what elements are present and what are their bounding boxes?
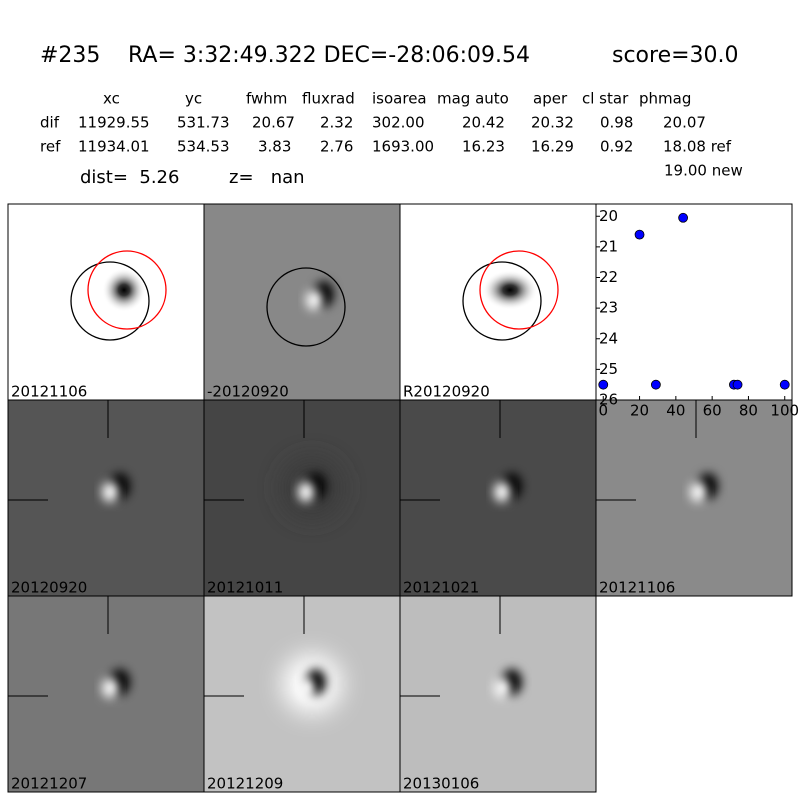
chart: 20 21 22 23 24 25 260 20 40 60 80 100 [595,203,799,420]
panel-label: 20121106 [599,579,675,597]
table-cell: 531.73 [177,114,230,132]
panel-label: 20130106 [403,775,479,793]
table-note: 19.00 new [664,162,743,180]
table-cell: 20.32 [531,114,574,132]
panel-label: 20121011 [207,579,283,597]
y-tick-label: 24 [599,329,618,347]
image-panel: 20121106 [7,203,205,401]
ref-circle [70,261,150,341]
y-tick-label: 23 [599,299,618,317]
x-tick-label: 40 [666,402,685,420]
table-cell: 18.08 ref [663,138,732,156]
table-cell: 1693.00 [372,138,434,156]
column-header: fluxrad [302,90,355,108]
column-header: yc [185,90,202,108]
bright-lobe [102,482,118,502]
dif-circle [87,250,167,330]
x-tick-label: 0 [598,402,608,420]
plot-area [595,203,793,401]
panel-background [204,204,400,400]
point [598,379,609,390]
redshift: z= nan [229,167,305,188]
dif-circle [479,250,559,330]
panel-label: 20121207 [11,775,87,793]
table-cell: 11934.01 [78,138,150,156]
image-panel: 20130106 [399,595,597,793]
image-panel: R20120920 [399,203,597,401]
panel-label: 20120920 [11,579,87,597]
source-blob [102,268,146,312]
ref-circle [462,261,542,341]
panel-label: 20121106 [11,383,87,401]
image-panel: 20121011 [203,399,401,597]
bright-lobe [102,678,118,698]
table-cell: 20.42 [462,114,505,132]
point [650,379,661,390]
bright-lobe [494,678,510,698]
table-cell: 16.23 [462,138,505,156]
column-header: xc [103,90,120,108]
coordinates: RA= 3:32:49.322 DEC=-28:06:09.54 [128,43,530,68]
table-cell: 16.29 [531,138,574,156]
table-cell: 20.67 [252,114,295,132]
score: score=30.0 [612,43,739,68]
table-cell: 11929.55 [78,114,150,132]
column-header: phmag [639,90,691,108]
column-header: fwhm [246,90,287,108]
row-label: dif [40,114,60,132]
source-blob [482,270,538,310]
y-tick-label: 25 [599,360,618,378]
panel-label: 20121021 [403,579,479,597]
x-tick-label: 100 [770,402,799,420]
point [634,229,645,240]
image-panel: 20121106 [595,399,793,597]
table-cell: 302.00 [372,114,425,132]
y-tick-label: 22 [599,268,618,286]
image-panel: 20121207 [7,595,205,793]
panel-label: R20120920 [403,383,490,401]
y-tick-label: 21 [599,237,618,255]
table-cell: 534.53 [177,138,230,156]
column-header: mag auto [437,90,509,108]
table-cell: 2.32 [320,114,353,132]
image-panel: 20121209 [203,595,401,793]
row-label: ref [40,138,61,156]
bright-lobe [306,290,322,310]
panel-label: -20120920 [207,383,289,401]
x-tick-label: 20 [630,402,649,420]
table-cell: 2.76 [320,138,353,156]
x-tick-label: 80 [739,402,758,420]
image-panel: 20120920 [7,399,205,597]
table-cell: 20.07 [663,114,706,132]
panel-label: 20121209 [207,775,283,793]
point [732,379,743,390]
y-tick-label: 20 [599,207,618,225]
table-cell: 3.83 [258,138,291,156]
panel-frame [399,595,597,793]
point [678,212,689,223]
point [779,379,790,390]
bright-lobe [298,482,314,502]
table: xc yc fwhm fluxrad isoarea mag auto aper cl sta… [40,90,732,156]
table-cell: 0.98 [600,114,633,132]
ref-circle [266,267,346,347]
column-header: isoarea [372,90,427,108]
y-tick-label: 26 [599,391,618,409]
column-header: aper [533,90,568,108]
image-panel: 20121021 [399,399,597,597]
bright-lobe [690,482,706,502]
panels: 20121106 -20120920 R20120920 20120920 201210… [7,203,793,793]
bright-lobe [298,678,314,698]
column-header: cl star [582,90,629,108]
x-tick-label: 60 [703,402,722,420]
table-cell: 0.92 [600,138,633,156]
image-panel: -20120920 [203,203,401,401]
dist: dist= 5.26 [80,167,179,188]
bright-lobe [494,482,510,502]
object-id: #235 [40,43,100,68]
